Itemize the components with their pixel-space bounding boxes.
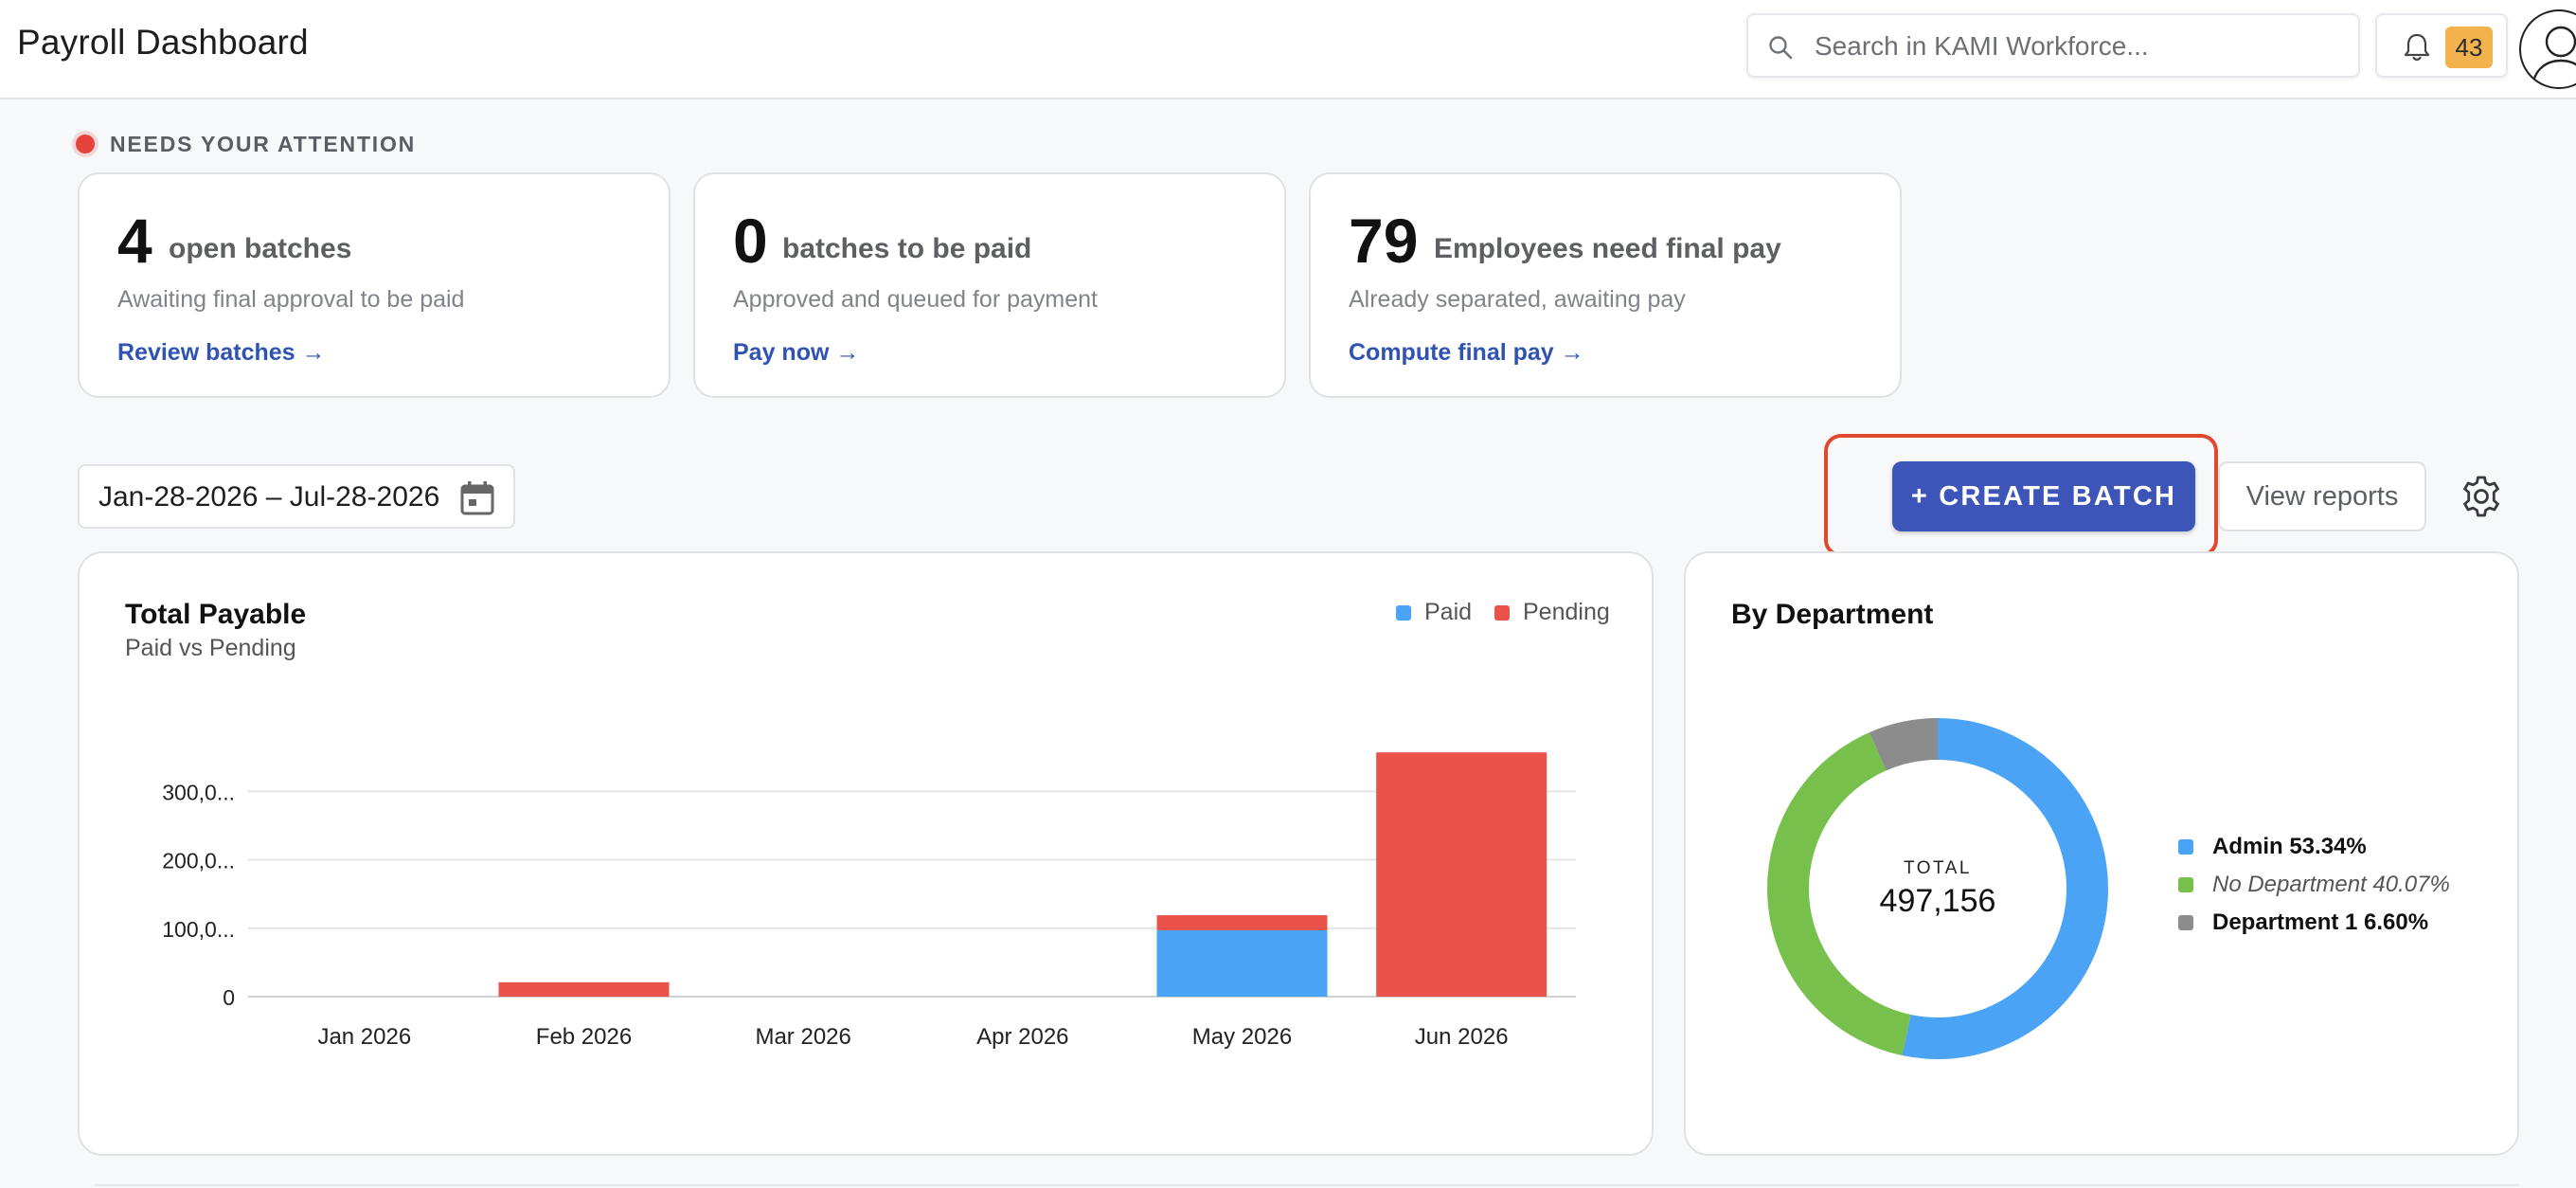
card-subtitle: Already separated, awaiting pay: [1349, 286, 1686, 313]
total-payable-chart: 0 100,0... 200,0... 300,0... Jan 2026 Feb 202…: [162, 752, 1576, 1050]
legend-pending-label: Pending: [1523, 599, 1610, 625]
x-tick-label: Jan 2026: [317, 1024, 411, 1050]
y-tick-label: 300,0...: [162, 780, 235, 804]
admin-swatch: [2178, 839, 2193, 855]
card-number: 0: [733, 206, 768, 276]
paid-swatch: [1396, 604, 1411, 621]
card-number: 79: [1349, 206, 1419, 276]
no-department-swatch: [2178, 877, 2193, 892]
legend-paid-label: Paid: [1424, 599, 1473, 625]
review-batches-link[interactable]: Review batches →: [117, 339, 326, 366]
bar-paid: [1156, 929, 1328, 997]
legend-pending: Pending: [1494, 599, 1610, 626]
x-tick-label: Feb 2026: [536, 1024, 632, 1050]
compute-final-pay-link[interactable]: Compute final pay →: [1349, 339, 1584, 366]
view-reports-button[interactable]: View reports: [2218, 461, 2426, 531]
top-bar: Payroll Dashboard 43: [0, 0, 2576, 99]
bar-pending: [498, 981, 670, 997]
final-pay-card: 79 Employees need final pay Already sepa…: [1309, 172, 1902, 398]
pending-swatch: [1494, 604, 1510, 621]
donut-total-value: 497,156: [1879, 882, 1996, 919]
open-batches-card: 4 open batches Awaiting final approval t…: [78, 172, 671, 398]
by-department-panel: By Department TOTAL 497,156 Admin 53.34%…: [1684, 551, 2519, 1156]
card-subtitle: Approved and queued for payment: [733, 286, 1098, 313]
create-batch-button[interactable]: + CREATE BATCH: [1892, 461, 2195, 531]
avatar[interactable]: [2519, 9, 2576, 89]
calendar-icon[interactable]: [456, 477, 498, 519]
legend-item-department-1: Department 1 6.60%: [2178, 904, 2450, 942]
date-range-value: Jan-28-2026 – Jul-28-2026: [98, 481, 440, 513]
department-1-swatch: [2178, 915, 2193, 930]
chart-subtitle: Paid vs Pending: [125, 635, 296, 661]
chart-title: By Department: [1731, 599, 1934, 630]
legend-item-admin: Admin 53.34%: [2178, 828, 2450, 866]
donut-slice-department-1: [1767, 718, 2108, 1059]
notifications-button[interactable]: 43: [2375, 13, 2508, 78]
search-input[interactable]: [1815, 27, 2345, 66]
card-title: Employees need final pay: [1434, 233, 1781, 264]
attention-label: NEEDS YOUR ATTENTION: [110, 131, 417, 156]
search-icon: [1769, 36, 1793, 60]
x-tick-label: Jun 2026: [1415, 1024, 1509, 1050]
date-range-picker[interactable]: Jan-28-2026 – Jul-28-2026: [78, 464, 515, 529]
x-tick-label: May 2026: [1192, 1024, 1292, 1050]
card-number: 4: [117, 206, 152, 276]
total-payable-panel: 0 100,0... 200,0... 300,0... Jan 2026 Feb 202…: [78, 551, 1654, 1156]
legend-label: Admin 53.34%: [2212, 834, 2367, 859]
bar-pending: [1156, 915, 1328, 930]
x-tick-label: Mar 2026: [755, 1024, 850, 1050]
x-tick-label: Apr 2026: [976, 1024, 1068, 1050]
page-title: Payroll Dashboard: [17, 23, 309, 62]
pay-now-link[interactable]: Pay now →: [733, 339, 860, 366]
legend-item-no-department: No Department 40.07%: [2178, 866, 2450, 904]
donut-center: TOTAL 497,156: [1758, 709, 2118, 1069]
department-donut-chart: [1767, 718, 2108, 1059]
donut-total-label: TOTAL: [1904, 857, 1972, 878]
legend-label: Department 1 6.60%: [2212, 909, 2429, 935]
alert-dot-icon: [76, 135, 95, 153]
legend-paid: Paid: [1396, 599, 1472, 626]
search-box[interactable]: [1746, 13, 2360, 78]
attention-header: NEEDS YOUR ATTENTION: [76, 131, 416, 157]
chart-title: Total Payable: [125, 599, 307, 630]
legend-label: No Department 40.07%: [2212, 872, 2450, 897]
batches-to-pay-card: 0 batches to be paid Approved and queued…: [693, 172, 1286, 398]
avatar-icon: [2531, 26, 2576, 87]
notification-count-badge: 43: [2445, 27, 2493, 68]
gear-icon[interactable]: [2459, 474, 2504, 519]
divider: [95, 1184, 2519, 1186]
y-tick-label: 0: [223, 985, 235, 1010]
y-tick-label: 200,0...: [162, 849, 235, 873]
y-tick-label: 100,0...: [162, 917, 235, 942]
card-title: batches to be paid: [782, 233, 1032, 264]
bell-icon: [2404, 33, 2430, 62]
bar-pending: [1376, 752, 1547, 997]
card-title: open batches: [169, 233, 352, 264]
donut-slice-no-department: [1767, 718, 2108, 1059]
card-subtitle: Awaiting final approval to be paid: [117, 286, 465, 313]
department-legend: Admin 53.34% No Department 40.07% Depart…: [2178, 828, 2450, 942]
